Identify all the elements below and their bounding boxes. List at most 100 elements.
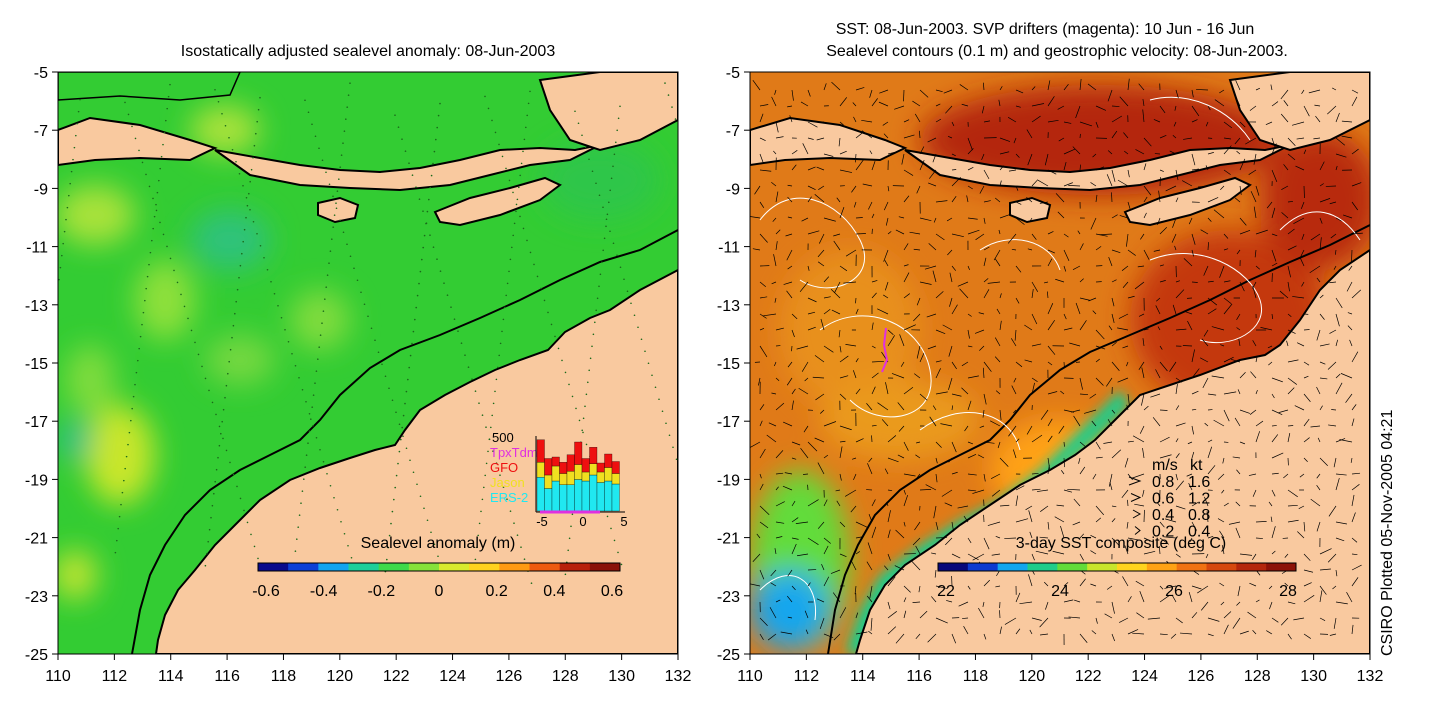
track-dot bbox=[267, 269, 269, 271]
track-dot bbox=[509, 180, 511, 182]
track-dot bbox=[253, 221, 255, 223]
track-dot bbox=[169, 84, 171, 86]
track-dot bbox=[234, 313, 236, 315]
track-dot bbox=[143, 312, 145, 314]
track-dot bbox=[412, 174, 414, 176]
inset-x-tick-label: 0 bbox=[579, 514, 586, 529]
track-dot bbox=[247, 205, 249, 207]
track-dot bbox=[508, 271, 510, 273]
track-dot bbox=[505, 295, 507, 297]
track-dot bbox=[194, 342, 196, 344]
track-dot bbox=[597, 297, 599, 299]
track-dot bbox=[215, 414, 217, 416]
track-dot bbox=[351, 557, 353, 559]
track-dot bbox=[641, 338, 643, 340]
inset-bar-jason bbox=[582, 472, 590, 481]
track-dot bbox=[454, 318, 456, 320]
sla-colorbar-swatch bbox=[530, 563, 561, 571]
track-dot bbox=[614, 153, 616, 155]
track-dot bbox=[137, 360, 139, 362]
track-dot bbox=[386, 559, 388, 561]
sst-colorbar-swatch bbox=[1117, 563, 1147, 571]
track-dot bbox=[277, 305, 279, 307]
left-y-tick-label: -25 bbox=[25, 647, 48, 664]
inset-bar-jason bbox=[612, 474, 620, 485]
track-dot bbox=[406, 447, 408, 449]
track-dot bbox=[429, 187, 431, 189]
sst-colorbar-swatch bbox=[1057, 563, 1087, 571]
sla-colorbar-swatch bbox=[349, 563, 380, 571]
track-dot bbox=[582, 432, 584, 434]
inset-bar-ers2 bbox=[552, 481, 560, 511]
track-dot bbox=[517, 199, 519, 201]
track-dot bbox=[572, 396, 574, 398]
track-dot bbox=[321, 322, 323, 324]
track-dot bbox=[523, 228, 525, 230]
track-dot bbox=[308, 111, 310, 113]
track-dot bbox=[429, 234, 431, 236]
track-dot bbox=[238, 277, 240, 279]
track-dot bbox=[484, 475, 486, 477]
track-dot bbox=[418, 283, 420, 285]
track-dot bbox=[528, 103, 530, 105]
track-dot bbox=[254, 546, 256, 548]
track-dot bbox=[233, 325, 235, 327]
track-dot bbox=[407, 379, 409, 381]
track-dot bbox=[637, 326, 639, 328]
track-dot bbox=[540, 288, 542, 290]
track-dot bbox=[298, 377, 300, 379]
track-dot bbox=[69, 183, 71, 185]
track-dot bbox=[565, 372, 567, 374]
track-dot bbox=[288, 341, 290, 343]
track-dot bbox=[256, 121, 258, 123]
track-dot bbox=[397, 463, 399, 465]
left-x-tick-label: 128 bbox=[552, 668, 579, 685]
track-dot bbox=[364, 303, 366, 305]
left-x-tick-label: 132 bbox=[665, 668, 692, 685]
track-dot bbox=[116, 540, 118, 542]
track-dot bbox=[665, 422, 667, 424]
track-dot bbox=[149, 186, 151, 188]
track-dot bbox=[145, 288, 147, 290]
left-x-tick-label: 130 bbox=[608, 668, 635, 685]
track-dot bbox=[414, 319, 416, 321]
top-left-islands bbox=[58, 72, 240, 100]
track-dot bbox=[513, 522, 515, 524]
track-dot bbox=[340, 521, 342, 523]
track-dot bbox=[131, 126, 133, 128]
right-y-tick-label: -5 bbox=[726, 65, 740, 82]
inset-bar-gfo bbox=[545, 459, 553, 476]
track-dot bbox=[115, 552, 117, 554]
track-dot bbox=[524, 558, 526, 560]
track-dot bbox=[475, 559, 477, 561]
track-dot bbox=[421, 259, 423, 261]
sla-colorbar-swatch bbox=[499, 563, 530, 571]
track-dot bbox=[337, 509, 339, 511]
track-dot bbox=[313, 394, 315, 396]
inset-bar-ers2 bbox=[612, 484, 620, 511]
inset-bar-jason bbox=[567, 471, 575, 485]
track-dot bbox=[207, 541, 209, 543]
track-dot bbox=[134, 384, 136, 386]
track-dot bbox=[561, 360, 563, 362]
track-dot bbox=[490, 427, 492, 429]
track-dot bbox=[609, 189, 611, 191]
track-dot bbox=[346, 106, 348, 108]
track-dot bbox=[427, 211, 429, 213]
track-dot bbox=[339, 219, 341, 221]
track-dot bbox=[209, 529, 211, 531]
left-y-tick-label: -19 bbox=[25, 472, 48, 489]
track-dot bbox=[581, 134, 583, 136]
sla-colorbar-swatch bbox=[409, 563, 440, 571]
track-dot bbox=[498, 355, 500, 357]
sst-colorbar-label: 3-day SST composite (deg C) bbox=[1016, 535, 1226, 552]
track-dot bbox=[173, 270, 175, 272]
track-dot bbox=[512, 235, 514, 237]
left-y-tick-label: -13 bbox=[25, 298, 48, 315]
track-dot bbox=[606, 218, 608, 220]
inset-bar-gfo bbox=[560, 462, 568, 473]
track-dot bbox=[213, 493, 215, 495]
track-dot bbox=[307, 442, 309, 444]
track-dot bbox=[511, 247, 513, 249]
right-x-tick-label: 114 bbox=[850, 668, 876, 685]
